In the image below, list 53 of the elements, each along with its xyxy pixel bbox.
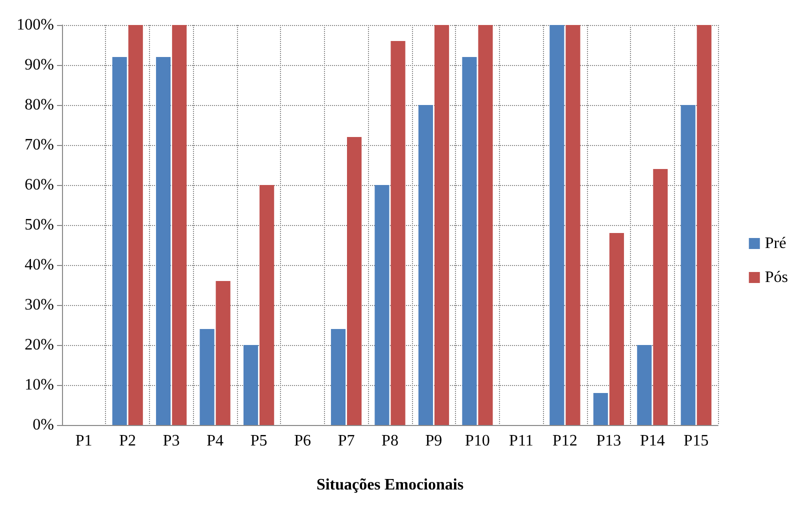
bar xyxy=(346,137,362,425)
y-tick-label: 40% xyxy=(24,256,54,274)
x-axis-title: Situações Emocionais xyxy=(316,476,464,494)
bar xyxy=(243,345,258,425)
bar xyxy=(566,25,580,425)
x-tick-label: P2 xyxy=(119,432,136,450)
bar xyxy=(128,25,143,425)
bar xyxy=(112,57,127,425)
y-tick-label: 30% xyxy=(24,296,54,314)
y-tick-label: 90% xyxy=(24,56,54,74)
bar xyxy=(550,25,564,425)
x-tick-label: P3 xyxy=(162,432,180,450)
x-tick-label: P9 xyxy=(425,432,442,450)
bar xyxy=(216,281,230,425)
x-tick-label: P13 xyxy=(596,432,622,450)
y-tick-label: 10% xyxy=(24,376,54,394)
bar xyxy=(609,233,624,425)
bar xyxy=(593,393,608,425)
bar xyxy=(653,169,668,425)
bar xyxy=(637,345,652,425)
legend-label: Pós xyxy=(764,269,788,286)
bar xyxy=(172,25,187,425)
y-tick-label: 0% xyxy=(32,416,54,434)
x-tick-label: P5 xyxy=(250,432,268,450)
y-tick-label: 70% xyxy=(24,136,54,154)
bar xyxy=(330,329,346,425)
bar xyxy=(260,185,274,425)
x-tick-label: P7 xyxy=(338,432,355,450)
x-tick-label: P10 xyxy=(465,432,490,450)
bar xyxy=(680,105,696,425)
x-tick-label: P8 xyxy=(382,432,398,450)
bar xyxy=(434,25,450,425)
bar xyxy=(156,57,171,425)
y-tick-label: 50% xyxy=(24,216,54,234)
bar xyxy=(200,329,214,425)
x-tick-label: P4 xyxy=(206,432,224,450)
bar xyxy=(696,25,712,425)
x-tick-label: P1 xyxy=(75,432,92,450)
bar xyxy=(478,25,493,425)
x-tick-label: P11 xyxy=(509,432,534,450)
bar xyxy=(418,105,434,425)
y-tick-label: 20% xyxy=(24,336,54,354)
y-tick-label: 100% xyxy=(16,16,54,34)
legend-label: Pré xyxy=(764,235,786,252)
x-tick-label: P14 xyxy=(640,432,665,450)
x-tick-label: P12 xyxy=(552,432,578,450)
bar xyxy=(390,41,406,425)
y-tick-label: 60% xyxy=(24,176,54,194)
bar xyxy=(374,185,390,425)
bar xyxy=(462,57,477,425)
x-tick-label: P6 xyxy=(294,432,311,450)
y-tick-label: 80% xyxy=(24,96,54,114)
x-tick-label: P15 xyxy=(684,432,709,450)
